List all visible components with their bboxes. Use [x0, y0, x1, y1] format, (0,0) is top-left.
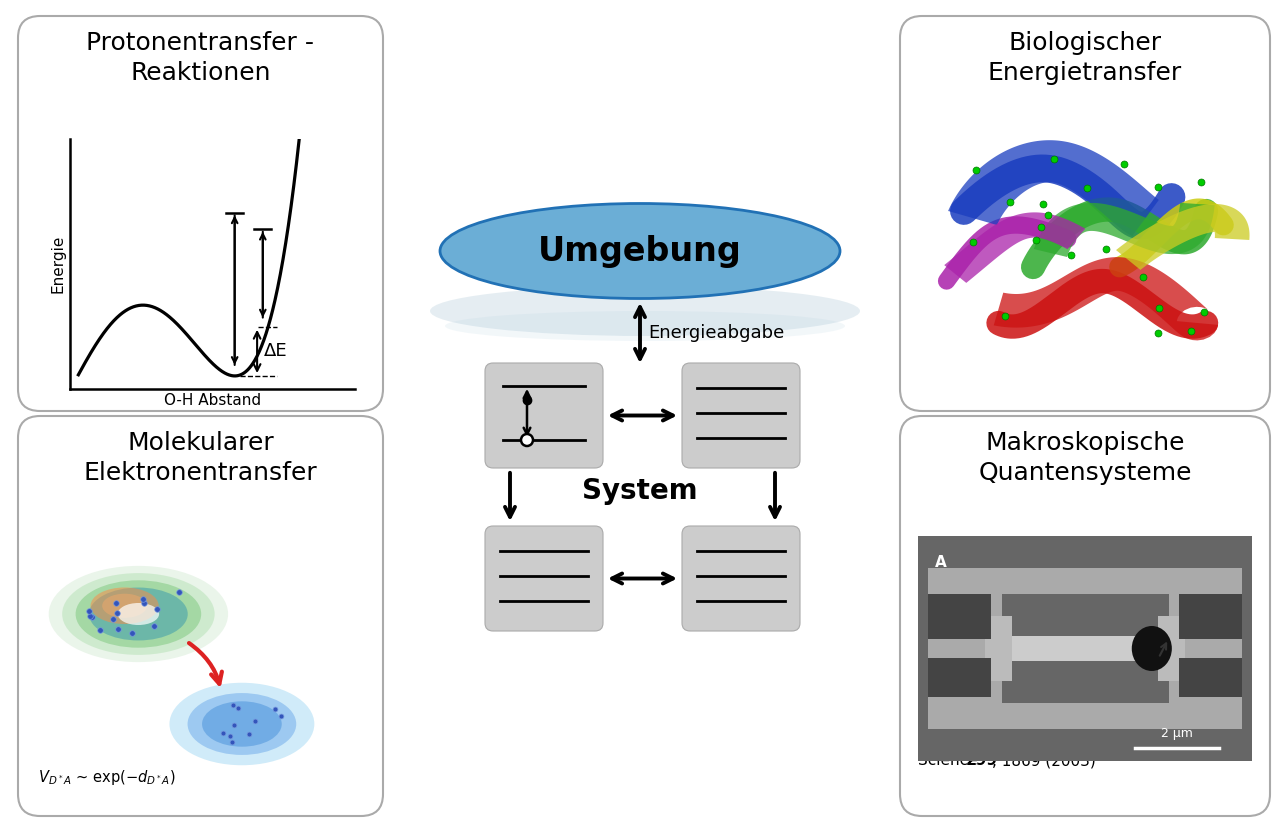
- Bar: [1178, 658, 1243, 696]
- Bar: [928, 703, 1243, 729]
- Ellipse shape: [118, 603, 159, 625]
- Text: ΔE: ΔE: [263, 342, 288, 361]
- Ellipse shape: [170, 683, 315, 765]
- Y-axis label: Energie: Energie: [51, 235, 66, 293]
- Ellipse shape: [439, 204, 840, 298]
- Ellipse shape: [76, 580, 202, 647]
- Ellipse shape: [202, 701, 281, 747]
- FancyBboxPatch shape: [484, 363, 603, 468]
- Ellipse shape: [89, 588, 188, 641]
- Text: Molekularer
Elektronentransfer: Molekularer Elektronentransfer: [84, 431, 317, 484]
- Polygon shape: [1034, 203, 1214, 257]
- Bar: [1178, 594, 1243, 639]
- Ellipse shape: [103, 593, 146, 617]
- Bar: [1159, 617, 1185, 681]
- FancyBboxPatch shape: [18, 416, 383, 816]
- Bar: [1001, 636, 1168, 661]
- Bar: [928, 658, 992, 696]
- X-axis label: O-H Abstand: O-H Abstand: [164, 393, 261, 408]
- Text: A: A: [934, 555, 947, 570]
- FancyBboxPatch shape: [18, 16, 383, 411]
- Bar: [928, 594, 992, 639]
- Text: $V_{D^*A}$ ~ exp($-d_{D^*A}$): $V_{D^*A}$ ~ exp($-d_{D^*A}$): [39, 768, 176, 787]
- Polygon shape: [1117, 204, 1249, 270]
- Text: 2 μm: 2 μm: [1160, 727, 1192, 740]
- Polygon shape: [944, 213, 1086, 283]
- FancyBboxPatch shape: [682, 363, 801, 468]
- FancyBboxPatch shape: [899, 416, 1270, 816]
- Ellipse shape: [90, 588, 158, 624]
- Polygon shape: [948, 140, 1159, 236]
- Ellipse shape: [62, 573, 215, 655]
- Ellipse shape: [49, 566, 229, 662]
- Ellipse shape: [1132, 626, 1172, 671]
- FancyBboxPatch shape: [899, 16, 1270, 411]
- FancyBboxPatch shape: [682, 526, 801, 631]
- Text: 299: 299: [966, 753, 998, 768]
- Ellipse shape: [430, 286, 860, 336]
- Text: Makroskopische
Quantensysteme: Makroskopische Quantensysteme: [978, 431, 1191, 484]
- Text: Umgebung: Umgebung: [538, 234, 741, 268]
- Text: System: System: [582, 477, 698, 505]
- Text: , 1869 (2003): , 1869 (2003): [992, 753, 1096, 768]
- Text: Biologischer
Energietransfer: Biologischer Energietransfer: [988, 31, 1182, 85]
- Text: Energieabgabe: Energieabgabe: [648, 324, 784, 342]
- Bar: [1168, 568, 1243, 729]
- Circle shape: [520, 434, 533, 446]
- FancyBboxPatch shape: [484, 526, 603, 631]
- Polygon shape: [993, 257, 1218, 341]
- Ellipse shape: [188, 693, 297, 755]
- Bar: [928, 568, 1001, 729]
- Bar: [928, 568, 1243, 594]
- Ellipse shape: [445, 311, 846, 341]
- Text: Science: Science: [917, 753, 983, 768]
- Text: Protonentransfer -
Reaktionen: Protonentransfer - Reaktionen: [86, 31, 315, 85]
- Bar: [984, 617, 1011, 681]
